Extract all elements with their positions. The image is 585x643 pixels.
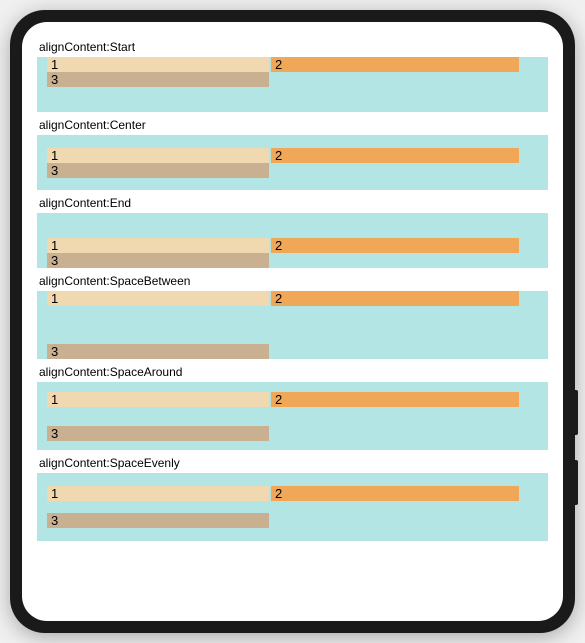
device-frame: alignContent:Start 1 2 3 alignContent:Ce… (10, 10, 575, 633)
flex-item-2: 2 (271, 148, 519, 163)
section-label: alignContent:SpaceEvenly (37, 456, 548, 470)
flex-item-1: 1 (47, 57, 269, 72)
flex-item-3: 3 (47, 513, 269, 528)
flex-container-space-between: 1 2 3 (37, 291, 548, 359)
device-side-button-2[interactable] (575, 460, 578, 505)
section-label: alignContent:Start (37, 40, 548, 54)
section-label: alignContent:Center (37, 118, 548, 132)
section-space-between: alignContent:SpaceBetween 1 2 3 (37, 274, 548, 359)
flex-item-1: 1 (47, 486, 269, 501)
flex-item-3: 3 (47, 426, 269, 441)
flex-container-center: 1 2 3 (37, 135, 548, 190)
section-start: alignContent:Start 1 2 3 (37, 40, 548, 112)
section-label: alignContent:SpaceAround (37, 365, 548, 379)
flex-item-1: 1 (47, 392, 269, 407)
flex-item-3: 3 (47, 253, 269, 268)
flex-item-2: 2 (271, 238, 519, 253)
flex-item-1: 1 (47, 238, 269, 253)
section-center: alignContent:Center 1 2 3 (37, 118, 548, 190)
flex-item-2: 2 (271, 392, 519, 407)
flex-item-3: 3 (47, 163, 269, 178)
flex-item-2: 2 (271, 57, 519, 72)
device-side-button-1[interactable] (575, 390, 578, 435)
section-space-around: alignContent:SpaceAround 1 2 3 (37, 365, 548, 450)
flex-container-end: 1 2 3 (37, 213, 548, 268)
flex-item-3: 3 (47, 72, 269, 87)
section-end: alignContent:End 1 2 3 (37, 196, 548, 268)
flex-container-start: 1 2 3 (37, 57, 548, 112)
flex-item-2: 2 (271, 486, 519, 501)
flex-container-space-around: 1 2 3 (37, 382, 548, 450)
flex-item-2: 2 (271, 291, 519, 306)
section-label: alignContent:SpaceBetween (37, 274, 548, 288)
section-label: alignContent:End (37, 196, 548, 210)
device-screen: alignContent:Start 1 2 3 alignContent:Ce… (22, 22, 563, 621)
flex-item-3: 3 (47, 344, 269, 359)
flex-item-1: 1 (47, 291, 269, 306)
flex-item-1: 1 (47, 148, 269, 163)
section-space-evenly: alignContent:SpaceEvenly 1 2 3 (37, 456, 548, 541)
flex-container-space-evenly: 1 2 3 (37, 473, 548, 541)
